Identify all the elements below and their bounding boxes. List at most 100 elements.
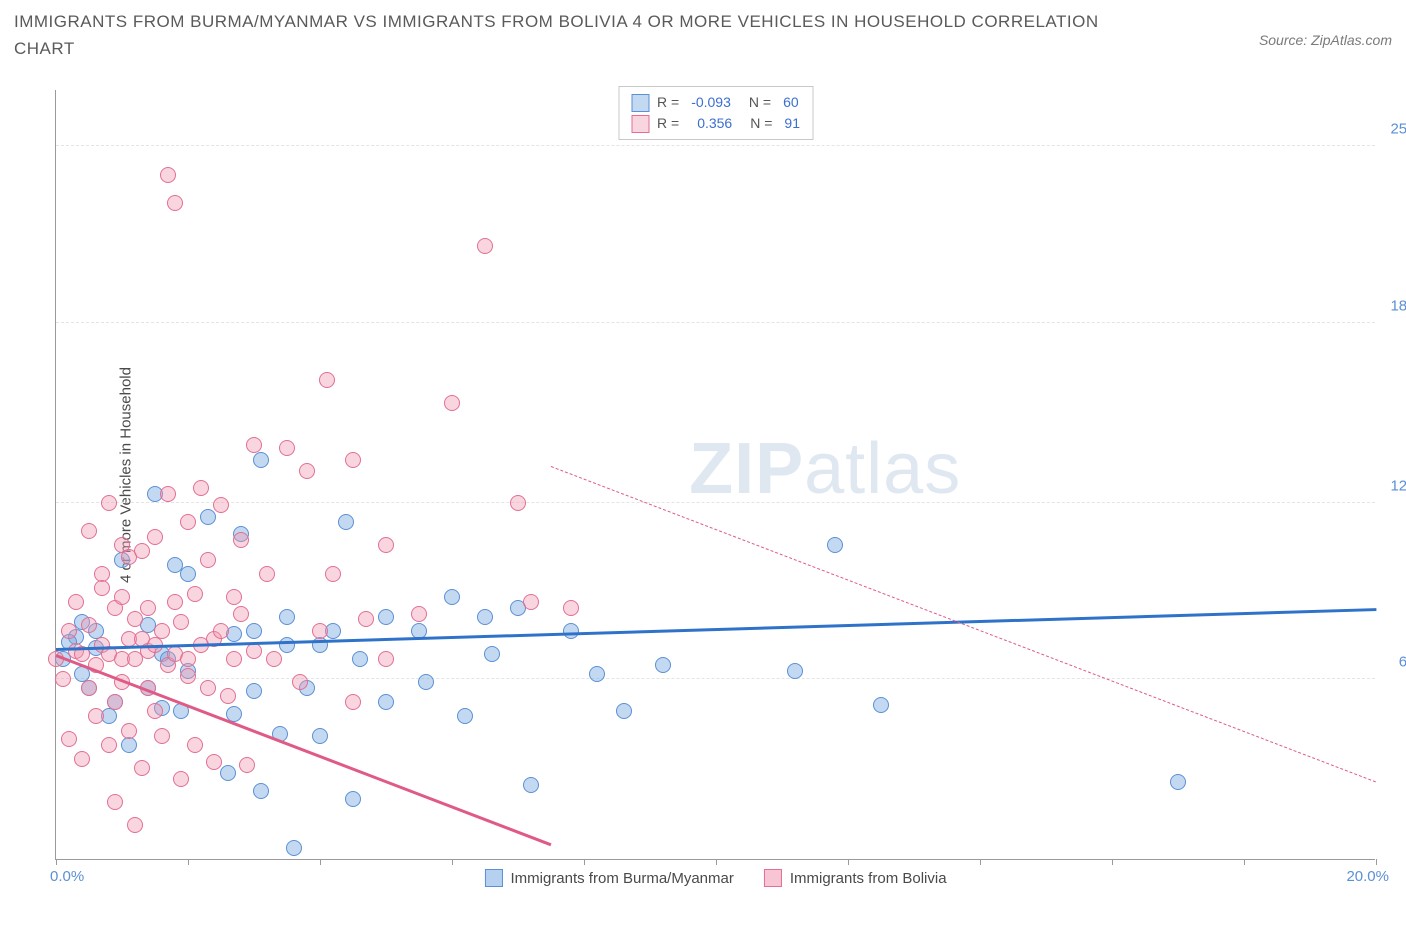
watermark: ZIPatlas <box>689 428 961 510</box>
y-tick-label: 12.5% <box>1390 477 1406 494</box>
data-point <box>378 694 394 710</box>
data-point <box>312 728 328 744</box>
data-point <box>477 609 493 625</box>
data-point <box>101 495 117 511</box>
data-point <box>444 589 460 605</box>
data-point <box>563 600 579 616</box>
stat-label-n: N = <box>749 92 771 113</box>
data-point <box>154 728 170 744</box>
data-point <box>411 606 427 622</box>
stat-r-2: 0.356 <box>697 113 732 134</box>
stats-row-2: R = 0.356 N = 91 <box>631 113 800 134</box>
data-point <box>81 617 97 633</box>
data-point <box>180 668 196 684</box>
x-tick <box>320 859 321 865</box>
data-point <box>94 580 110 596</box>
data-point <box>134 543 150 559</box>
data-point <box>88 708 104 724</box>
series-legend: Immigrants from Burma/Myanmar Immigrants… <box>484 869 946 887</box>
data-point <box>312 623 328 639</box>
swatch-series-2 <box>631 115 649 133</box>
chart-title: IMMIGRANTS FROM BURMA/MYANMAR VS IMMIGRA… <box>14 8 1114 62</box>
data-point <box>180 566 196 582</box>
data-point <box>259 566 275 582</box>
y-tick-label: 25.0% <box>1390 121 1406 138</box>
data-point <box>279 637 295 653</box>
stat-label-r: R = <box>657 92 679 113</box>
data-point <box>477 238 493 254</box>
data-point <box>325 566 341 582</box>
data-point <box>253 452 269 468</box>
data-point <box>68 594 84 610</box>
x-tick <box>188 859 189 865</box>
data-point <box>484 646 500 662</box>
data-point <box>319 372 335 388</box>
data-point <box>873 697 889 713</box>
x-tick <box>716 859 717 865</box>
stat-r-1: -0.093 <box>691 92 731 113</box>
x-tick <box>1376 859 1377 865</box>
data-point <box>616 703 632 719</box>
stat-n-2: 91 <box>784 113 800 134</box>
data-point <box>134 760 150 776</box>
chart-source: Source: ZipAtlas.com <box>1259 32 1392 48</box>
data-point <box>173 614 189 630</box>
x-tick <box>848 859 849 865</box>
data-point <box>173 771 189 787</box>
data-point <box>127 817 143 833</box>
data-point <box>1170 774 1186 790</box>
data-point <box>444 395 460 411</box>
legend-item-2: Immigrants from Bolivia <box>764 869 947 887</box>
data-point <box>345 791 361 807</box>
data-point <box>345 452 361 468</box>
data-point <box>226 589 242 605</box>
data-point <box>827 537 843 553</box>
data-point <box>279 609 295 625</box>
data-point <box>107 694 123 710</box>
y-tick-label: 6.3% <box>1399 654 1406 671</box>
data-point <box>187 737 203 753</box>
data-point <box>147 529 163 545</box>
data-point <box>213 623 229 639</box>
data-point <box>418 674 434 690</box>
x-max-label: 20.0% <box>1346 868 1389 885</box>
data-point <box>206 754 222 770</box>
stat-label-n: N = <box>750 113 772 134</box>
data-point <box>345 694 361 710</box>
legend-item-1: Immigrants from Burma/Myanmar <box>484 869 733 887</box>
gridline <box>56 322 1375 323</box>
data-point <box>246 437 262 453</box>
data-point <box>787 663 803 679</box>
data-point <box>279 440 295 456</box>
chart-area: ZIPatlas R = -0.093 N = 60 R = 0.356 N =… <box>55 90 1375 860</box>
data-point <box>121 723 137 739</box>
data-point <box>338 514 354 530</box>
data-point <box>107 794 123 810</box>
data-point <box>213 497 229 513</box>
data-point <box>246 643 262 659</box>
x-tick <box>1244 859 1245 865</box>
data-point <box>246 623 262 639</box>
data-point <box>140 600 156 616</box>
gridline <box>56 502 1375 503</box>
data-point <box>352 651 368 667</box>
data-point <box>457 708 473 724</box>
x-tick <box>980 859 981 865</box>
stats-legend: R = -0.093 N = 60 R = 0.356 N = 91 <box>618 86 813 140</box>
data-point <box>167 195 183 211</box>
data-point <box>74 751 90 767</box>
data-point <box>200 680 216 696</box>
data-point <box>147 703 163 719</box>
legend-swatch-2 <box>764 869 782 887</box>
plot-region: ZIPatlas R = -0.093 N = 60 R = 0.356 N =… <box>55 90 1375 860</box>
data-point <box>114 589 130 605</box>
data-point <box>121 737 137 753</box>
data-point <box>563 623 579 639</box>
data-point <box>292 674 308 690</box>
data-point <box>127 611 143 627</box>
stat-label-r: R = <box>657 113 679 134</box>
x-min-label: 0.0% <box>50 868 84 885</box>
data-point <box>81 680 97 696</box>
data-point <box>299 463 315 479</box>
data-point <box>193 480 209 496</box>
